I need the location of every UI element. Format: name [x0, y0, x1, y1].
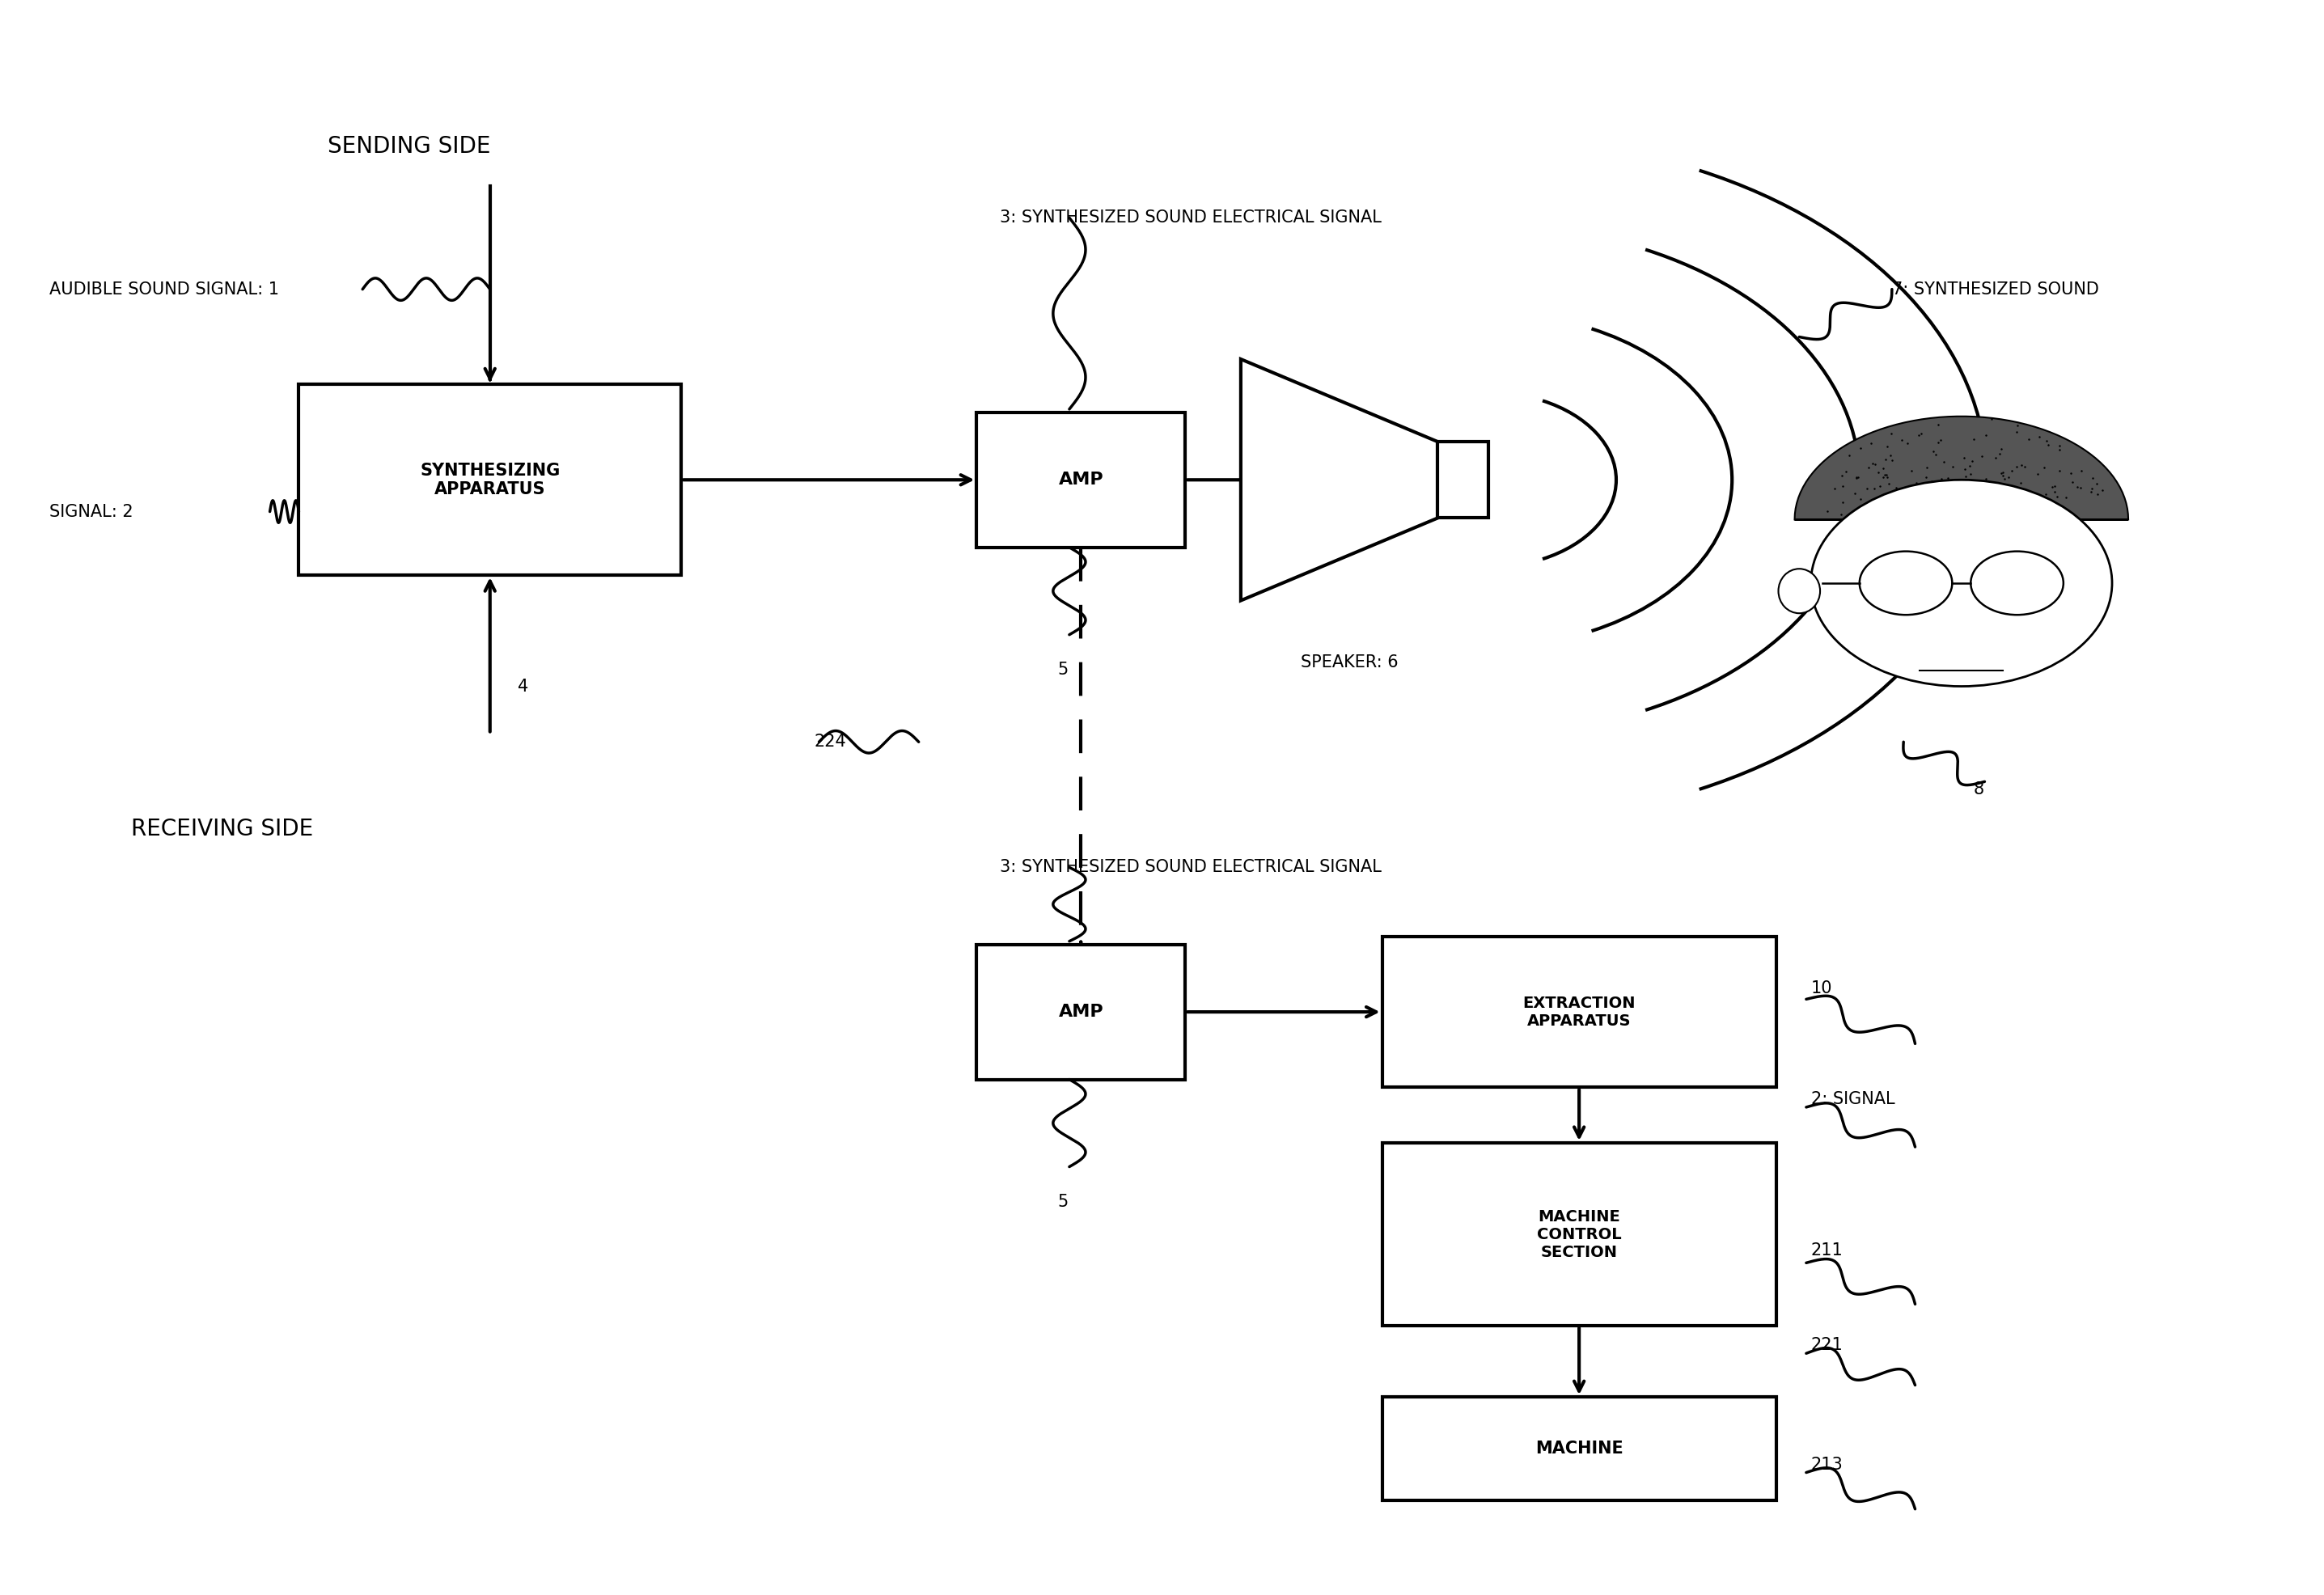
Text: AMP: AMP — [1057, 1003, 1104, 1021]
Bar — [1383, 1144, 1776, 1325]
Text: AMP: AMP — [1057, 472, 1104, 488]
Bar — [976, 413, 1185, 547]
Text: AUDIBLE SOUND SIGNAL: 1: AUDIBLE SOUND SIGNAL: 1 — [49, 281, 279, 297]
Text: 213: 213 — [1810, 1456, 1843, 1472]
Text: 7: SYNTHESIZED SOUND: 7: SYNTHESIZED SOUND — [1892, 281, 2099, 297]
Text: 10: 10 — [1810, 979, 1831, 997]
Text: MACHINE
CONTROL
SECTION: MACHINE CONTROL SECTION — [1536, 1209, 1622, 1260]
Bar — [300, 384, 681, 576]
Bar — [1383, 936, 1776, 1088]
Text: 3: SYNTHESIZED SOUND ELECTRICAL SIGNAL: 3: SYNTHESIZED SOUND ELECTRICAL SIGNAL — [999, 860, 1380, 876]
Polygon shape — [1241, 359, 1439, 601]
Polygon shape — [1794, 416, 2129, 520]
Text: SIGNAL: 2: SIGNAL: 2 — [49, 504, 132, 520]
Bar — [1383, 1397, 1776, 1501]
Text: MACHINE: MACHINE — [1536, 1440, 1622, 1456]
Bar — [976, 944, 1185, 1080]
Circle shape — [1971, 552, 2064, 614]
Text: RECEIVING SIDE: RECEIVING SIDE — [130, 818, 314, 841]
Text: SYNTHESIZING
APPARATUS: SYNTHESIZING APPARATUS — [421, 463, 560, 498]
Text: 4: 4 — [518, 678, 528, 694]
Text: 221: 221 — [1810, 1337, 1843, 1354]
Text: 224: 224 — [813, 734, 846, 750]
Text: 8: 8 — [1973, 782, 1985, 798]
Text: 3: SYNTHESIZED SOUND ELECTRICAL SIGNAL: 3: SYNTHESIZED SOUND ELECTRICAL SIGNAL — [999, 209, 1380, 226]
Text: 5: 5 — [1057, 1193, 1069, 1209]
Text: 211: 211 — [1810, 1243, 1843, 1258]
Text: 2: SIGNAL: 2: SIGNAL — [1810, 1091, 1894, 1107]
Circle shape — [1859, 552, 1952, 614]
Text: SPEAKER: 6: SPEAKER: 6 — [1301, 654, 1399, 670]
Text: 5: 5 — [1057, 662, 1069, 678]
Text: SENDING SIDE: SENDING SIDE — [328, 136, 490, 158]
Bar — [1439, 442, 1490, 518]
Text: EXTRACTION
APPARATUS: EXTRACTION APPARATUS — [1522, 995, 1636, 1029]
Ellipse shape — [1778, 569, 1820, 612]
Circle shape — [1810, 480, 2113, 686]
